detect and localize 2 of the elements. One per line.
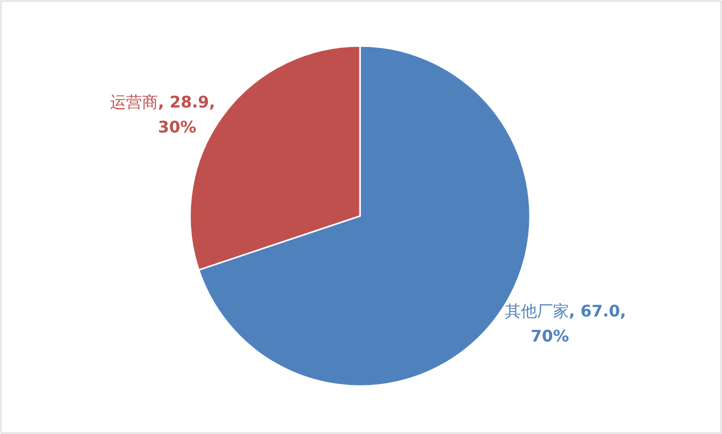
text: 30% <box>158 118 196 137</box>
text: 70% <box>530 326 570 346</box>
